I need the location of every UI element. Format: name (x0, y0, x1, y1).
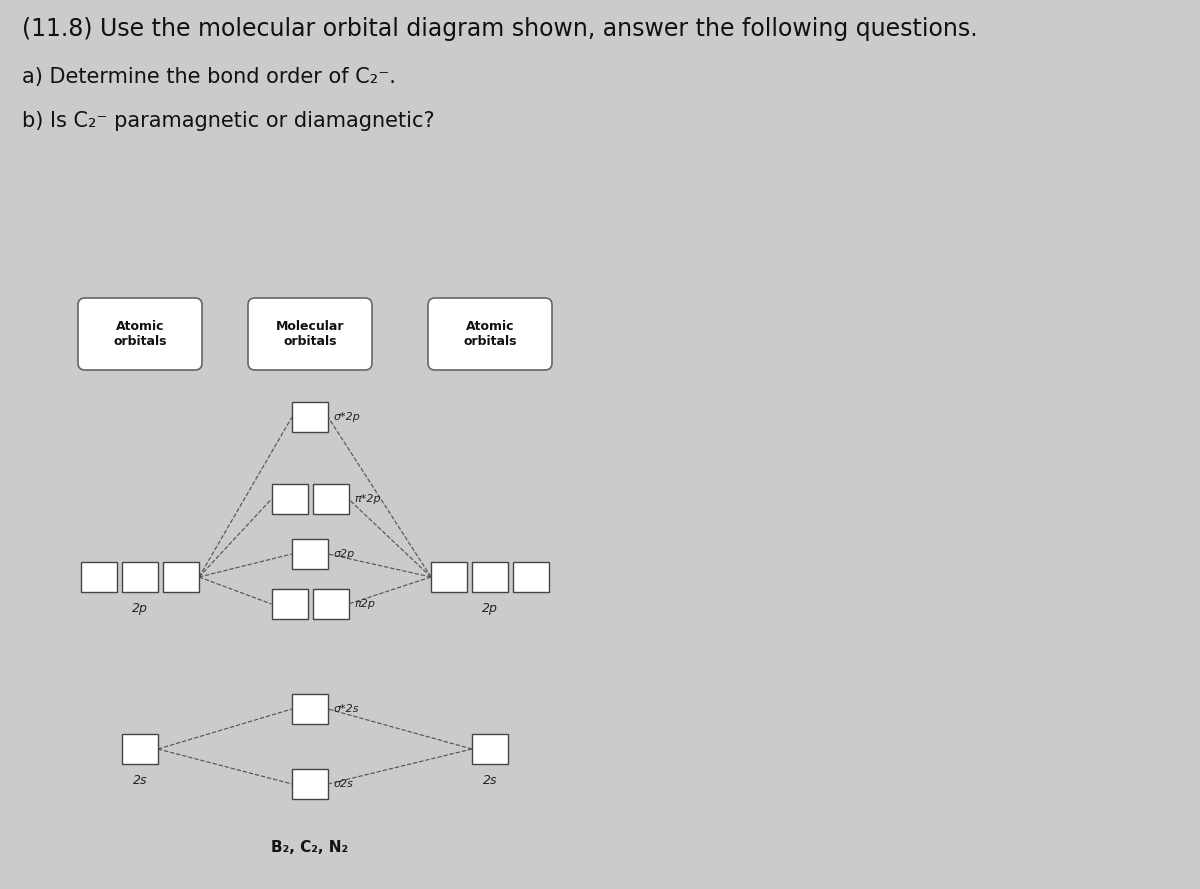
Text: σ*2p: σ*2p (334, 412, 361, 422)
Text: σ*2s: σ*2s (334, 704, 360, 714)
Text: B₂, C₂, N₂: B₂, C₂, N₂ (271, 839, 348, 854)
Text: 2s: 2s (133, 774, 148, 787)
Text: b) Is C₂⁻ paramagnetic or diamagnetic?: b) Is C₂⁻ paramagnetic or diamagnetic? (22, 111, 434, 131)
Text: 2p: 2p (482, 602, 498, 615)
FancyBboxPatch shape (271, 484, 307, 514)
FancyBboxPatch shape (292, 769, 328, 799)
Text: σ2p: σ2p (334, 549, 355, 559)
FancyBboxPatch shape (271, 589, 307, 619)
Text: π2p: π2p (354, 599, 376, 609)
FancyBboxPatch shape (472, 734, 508, 764)
Text: 2p: 2p (132, 602, 148, 615)
FancyBboxPatch shape (292, 694, 328, 724)
Text: 2s: 2s (482, 774, 497, 787)
FancyBboxPatch shape (248, 298, 372, 370)
Text: Molecular
orbitals: Molecular orbitals (276, 320, 344, 348)
Text: a) Determine the bond order of C₂⁻.: a) Determine the bond order of C₂⁻. (22, 67, 396, 87)
FancyBboxPatch shape (122, 734, 158, 764)
FancyBboxPatch shape (292, 539, 328, 569)
FancyBboxPatch shape (514, 562, 550, 592)
Text: (11.8) Use the molecular orbital diagram shown, answer the following questions.: (11.8) Use the molecular orbital diagram… (22, 17, 978, 41)
Text: Atomic
orbitals: Atomic orbitals (113, 320, 167, 348)
FancyBboxPatch shape (292, 402, 328, 432)
FancyBboxPatch shape (122, 562, 158, 592)
FancyBboxPatch shape (428, 298, 552, 370)
FancyBboxPatch shape (312, 589, 348, 619)
FancyBboxPatch shape (472, 562, 508, 592)
Text: σ2s: σ2s (334, 779, 354, 789)
FancyBboxPatch shape (312, 484, 348, 514)
FancyBboxPatch shape (431, 562, 467, 592)
Text: π*2p: π*2p (354, 494, 382, 504)
Text: Atomic
orbitals: Atomic orbitals (463, 320, 517, 348)
FancyBboxPatch shape (78, 298, 202, 370)
FancyBboxPatch shape (80, 562, 118, 592)
FancyBboxPatch shape (163, 562, 199, 592)
